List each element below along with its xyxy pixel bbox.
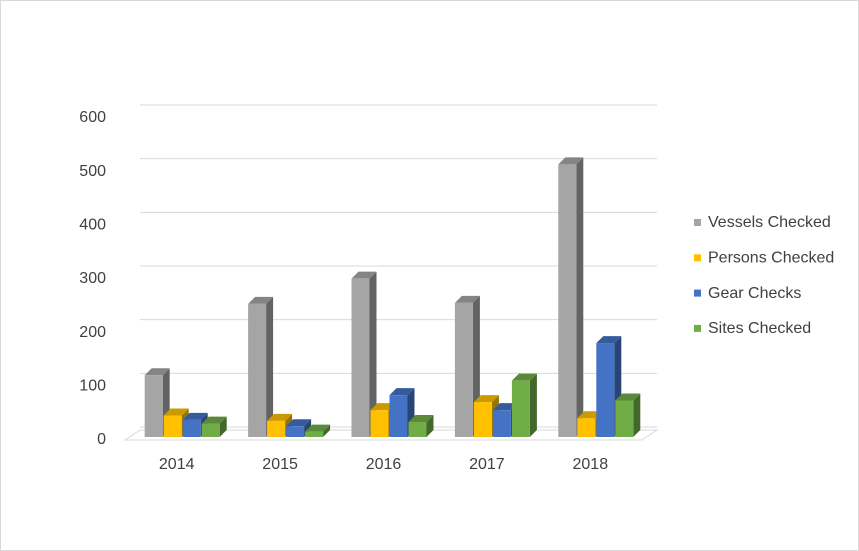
bar-front [182,419,201,437]
bar-side [633,393,641,437]
x-tick-label: 2014 [159,456,195,473]
bar [144,368,170,437]
bar-top [370,403,396,411]
bar-front [144,375,163,437]
bar-top [267,413,293,421]
y-tick-label: 200 [79,324,106,341]
bar [248,296,274,437]
bar-side [529,373,537,437]
bar-front [267,420,286,437]
bar-top [305,424,331,432]
legend-label: Sites Checked [708,320,811,337]
bar-top [286,419,312,427]
bar-side [576,157,584,437]
legend-swatch [694,289,701,297]
y-tick-label: 600 [79,109,106,126]
bar-front [370,410,389,437]
legend-label: Vessels Checked [708,214,831,231]
floor [123,429,659,441]
bar-front [492,410,511,437]
bar-front [163,415,182,437]
y-tick-label: 400 [79,217,106,234]
bar-top [248,296,274,304]
bar [305,424,331,437]
bar-front [577,418,596,437]
bar-front [248,303,267,437]
bar-top [511,373,537,381]
bar [511,373,537,437]
bar-side [219,416,227,437]
bar [201,416,227,437]
bar-front [454,302,473,437]
bar-front [201,423,220,437]
bar [558,157,584,437]
legend-swatch [694,324,701,332]
bar-front [408,421,427,437]
bar-top [144,368,170,376]
bar-top [163,408,189,416]
bar-side [369,271,377,437]
bar-top [351,271,377,279]
bar-front [305,431,324,437]
bar-front [351,278,370,437]
bar-top [182,412,208,420]
legend-label: Persons Checked [708,250,834,267]
bar-front [286,426,305,437]
bar-front [473,402,492,437]
bar-front [511,380,530,437]
bar-front [596,343,615,437]
bar-top [473,395,499,403]
bar-top [577,411,603,419]
y-tick-label: 100 [79,378,106,395]
bar-top [201,416,227,424]
legend-swatch [694,254,701,262]
bar-top [408,414,434,422]
y-tick-label: 500 [79,163,106,180]
x-tick-label: 2017 [469,456,505,473]
x-tick-label: 2015 [262,456,298,473]
bar-top [615,393,641,401]
bar-top [558,157,584,165]
legend-label: Gear Checks [708,285,801,302]
bar-side [323,424,331,437]
bar-front [389,395,408,437]
bar-side [266,296,274,437]
bar-front [558,164,577,437]
bar-top [596,336,622,344]
bar-side [426,414,434,437]
bar-top [389,388,415,396]
y-tick-label: 300 [79,270,106,287]
bar [615,393,641,437]
legend-swatch [694,219,701,226]
bar [351,271,377,437]
bar-top [492,403,518,411]
bar [408,414,434,437]
bar-front [615,400,634,437]
x-tick-label: 2018 [573,456,609,473]
y-tick-label: 0 [97,431,106,448]
bar [389,388,415,437]
x-tick-label: 2016 [366,456,402,473]
bar-top [454,295,480,303]
